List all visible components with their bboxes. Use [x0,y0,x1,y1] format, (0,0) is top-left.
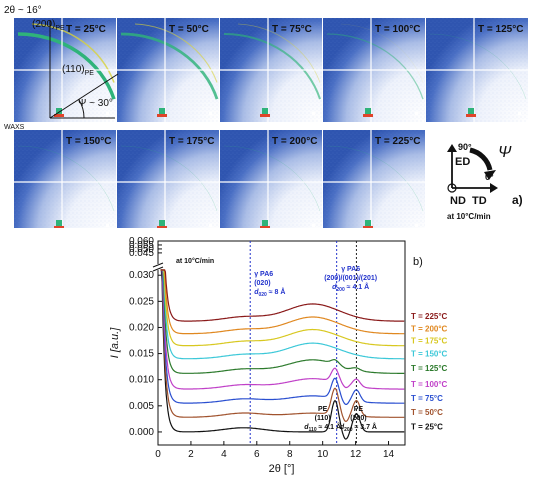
nd-label: ND [450,195,466,207]
legend-entry: T = 125°C [411,364,448,373]
temperature-label: T = 50°C [169,24,209,35]
x-tick-label: 10 [317,449,329,460]
x-tick-label: 4 [221,449,227,460]
svg-text:PE: PE [354,406,364,413]
waxs-tile: T = 25°C [14,18,116,122]
plane-110-label: (110)PE [62,64,94,77]
psi-arc [78,99,85,119]
series-line [160,269,405,360]
svg-text:(020): (020) [254,280,270,287]
series-line [160,269,405,405]
orientation-icon: ED ND TD 90° 0° Ψ at 10°C/min [447,142,512,221]
temperature-label: T = 175°C [169,136,214,147]
deg0-label: 0° [485,172,494,182]
legend-entry: T = 25°C [411,423,443,432]
x-tick-label: 6 [254,449,260,460]
y-tick-label: 0.015 [129,349,154,360]
deg90-label: 90° [458,142,472,152]
series-line [160,269,405,374]
series-line [160,269,405,390]
svg-text:(200): (200) [350,415,366,422]
y-tick-label: 0.050 [129,244,154,255]
legend-entry: T = 75°C [411,394,443,403]
y-tick-label: 0.005 [129,401,154,412]
series-line [160,269,405,440]
series-line [160,269,405,347]
temperature-label: T = 25°C [66,24,106,35]
waxs-label: WAXS [4,124,25,131]
waxs-tile: T = 100°C [323,18,425,122]
y-tick-label: 0.055 [129,240,154,251]
peak-annotation: PE (200)d200 ≈ 3.7 Å [340,406,377,433]
plot-frame [157,240,406,446]
legend-entry: T = 50°C [411,408,443,417]
peak-annotation: γ PA6 (020)d020 ≈ 8 Å [254,271,285,298]
svg-text:γ PA6: γ PA6 [341,266,360,273]
legend-entry: T = 200°C [411,325,448,334]
svg-text:(110): (110) [315,415,331,422]
x-tick-label: 14 [383,449,395,460]
waxs-tiles: T = 25°C T = 50°C T = 75°C T = 100°C T = 125… [14,18,528,228]
y-tick-label: 0.000 [129,427,154,438]
temperature-label: T = 225°C [375,136,420,147]
x-tick-label: 12 [350,449,362,460]
rate-label-b: at 10°C/min [176,257,214,265]
rate-label-a: at 10°C/min [447,212,491,221]
x-tick-label: 0 [155,449,161,460]
temperature-label: T = 200°C [272,136,317,147]
legend-entry: T = 150°C [411,350,448,359]
waxs-tile: T = 50°C [117,18,219,122]
y-tick-label: 0.045 [129,248,154,259]
panel-a-label: a) [512,193,523,207]
temperature-label: T = 75°C [272,24,312,35]
psi-symbol: Ψ [498,144,512,161]
svg-text:d200 ≈ 3.7 Å: d200 ≈ 3.7 Å [340,422,377,433]
waxs-tile: T = 200°C [220,130,322,228]
waxs-tile: T = 75°C [220,18,322,122]
plane-200-label: (200)PE [32,19,65,32]
waxs-tile: T = 225°C [323,130,425,228]
temperature-label: T = 125°C [478,24,523,35]
peak-annotation: PE (110)d110 ≈ 4.1 Å [304,406,341,433]
y-axis-title: I [a.u.] [109,327,121,359]
y-tick-label: 0.010 [129,375,154,386]
series-line [160,269,405,322]
psi-ray [49,73,119,119]
svg-text:γ PA6: γ PA6 [254,271,273,278]
series-line [160,269,405,335]
psi-label: Ψ ~ 30° [78,98,113,109]
panel-b-label: b) [413,256,423,268]
y-tick-label: 0.060 [129,236,154,247]
temperature-label: T = 100°C [375,24,420,35]
svg-text:d020 ≈ 8 Å: d020 ≈ 8 Å [254,287,285,298]
legend-entry: T = 225°C [411,312,448,321]
y-tick-label: 0.025 [129,296,154,307]
y-tick-label: 0.020 [129,322,154,333]
intensity-chart: 0.000 0.005 0.010 0.015 0.020 0.025 0.030 0.045… [109,236,448,475]
waxs-tile: T = 125°C [426,18,528,122]
svg-text:PE: PE [318,406,328,413]
two-theta-label: 2θ ~ 16° [4,5,42,16]
waxs-pattern-panel: T = 25°C T = 50°C T = 75°C T = 100°C T = 125… [4,5,528,228]
x-tick-label: 2 [188,449,194,460]
svg-text:d200 ≈ 4.1 Å: d200 ≈ 4.1 Å [332,282,369,293]
series-line [160,269,405,423]
x-tick-label: 8 [287,449,293,460]
x-axis-title: 2θ [°] [269,463,295,475]
temperature-label: T = 150°C [66,136,111,147]
td-label: TD [472,195,487,207]
svg-text:d110 ≈ 4.1 Å: d110 ≈ 4.1 Å [304,422,341,433]
svg-text:(200)/(001)/(201): (200)/(001)/(201) [324,275,377,282]
legend-entry: T = 175°C [411,337,448,346]
waxs-tile: T = 175°C [117,130,219,228]
legend-entry: T = 100°C [411,380,448,389]
peak-annotation: γ PA6 (200)/(001)/(201)d200 ≈ 4.1 Å [324,266,377,293]
y-tick-label: 0.030 [129,270,154,281]
ed-label: ED [455,156,470,168]
waxs-tile: T = 150°C [14,130,116,228]
